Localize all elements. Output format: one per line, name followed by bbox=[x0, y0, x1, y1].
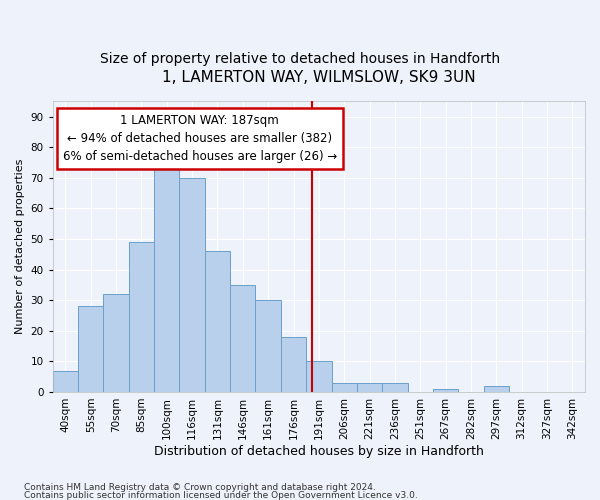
Bar bbox=[154, 168, 179, 392]
Bar bbox=[382, 383, 407, 392]
Text: 1 LAMERTON WAY: 187sqm
← 94% of detached houses are smaller (382)
6% of semi-det: 1 LAMERTON WAY: 187sqm ← 94% of detached… bbox=[62, 114, 337, 162]
Text: Contains HM Land Registry data © Crown copyright and database right 2024.: Contains HM Land Registry data © Crown c… bbox=[24, 484, 376, 492]
Text: Size of property relative to detached houses in Handforth: Size of property relative to detached ho… bbox=[100, 52, 500, 66]
Bar bbox=[78, 306, 103, 392]
Bar bbox=[53, 370, 78, 392]
Bar bbox=[256, 300, 281, 392]
Title: 1, LAMERTON WAY, WILMSLOW, SK9 3UN: 1, LAMERTON WAY, WILMSLOW, SK9 3UN bbox=[162, 70, 476, 85]
Bar bbox=[357, 383, 382, 392]
Bar bbox=[230, 285, 256, 392]
Y-axis label: Number of detached properties: Number of detached properties bbox=[15, 159, 25, 334]
Bar bbox=[306, 362, 332, 392]
Bar bbox=[129, 242, 154, 392]
Bar bbox=[205, 252, 230, 392]
Text: Contains public sector information licensed under the Open Government Licence v3: Contains public sector information licen… bbox=[24, 490, 418, 500]
Bar bbox=[281, 337, 306, 392]
Bar bbox=[179, 178, 205, 392]
Bar bbox=[484, 386, 509, 392]
X-axis label: Distribution of detached houses by size in Handforth: Distribution of detached houses by size … bbox=[154, 444, 484, 458]
Bar bbox=[433, 389, 458, 392]
Bar bbox=[332, 383, 357, 392]
Bar bbox=[103, 294, 129, 392]
